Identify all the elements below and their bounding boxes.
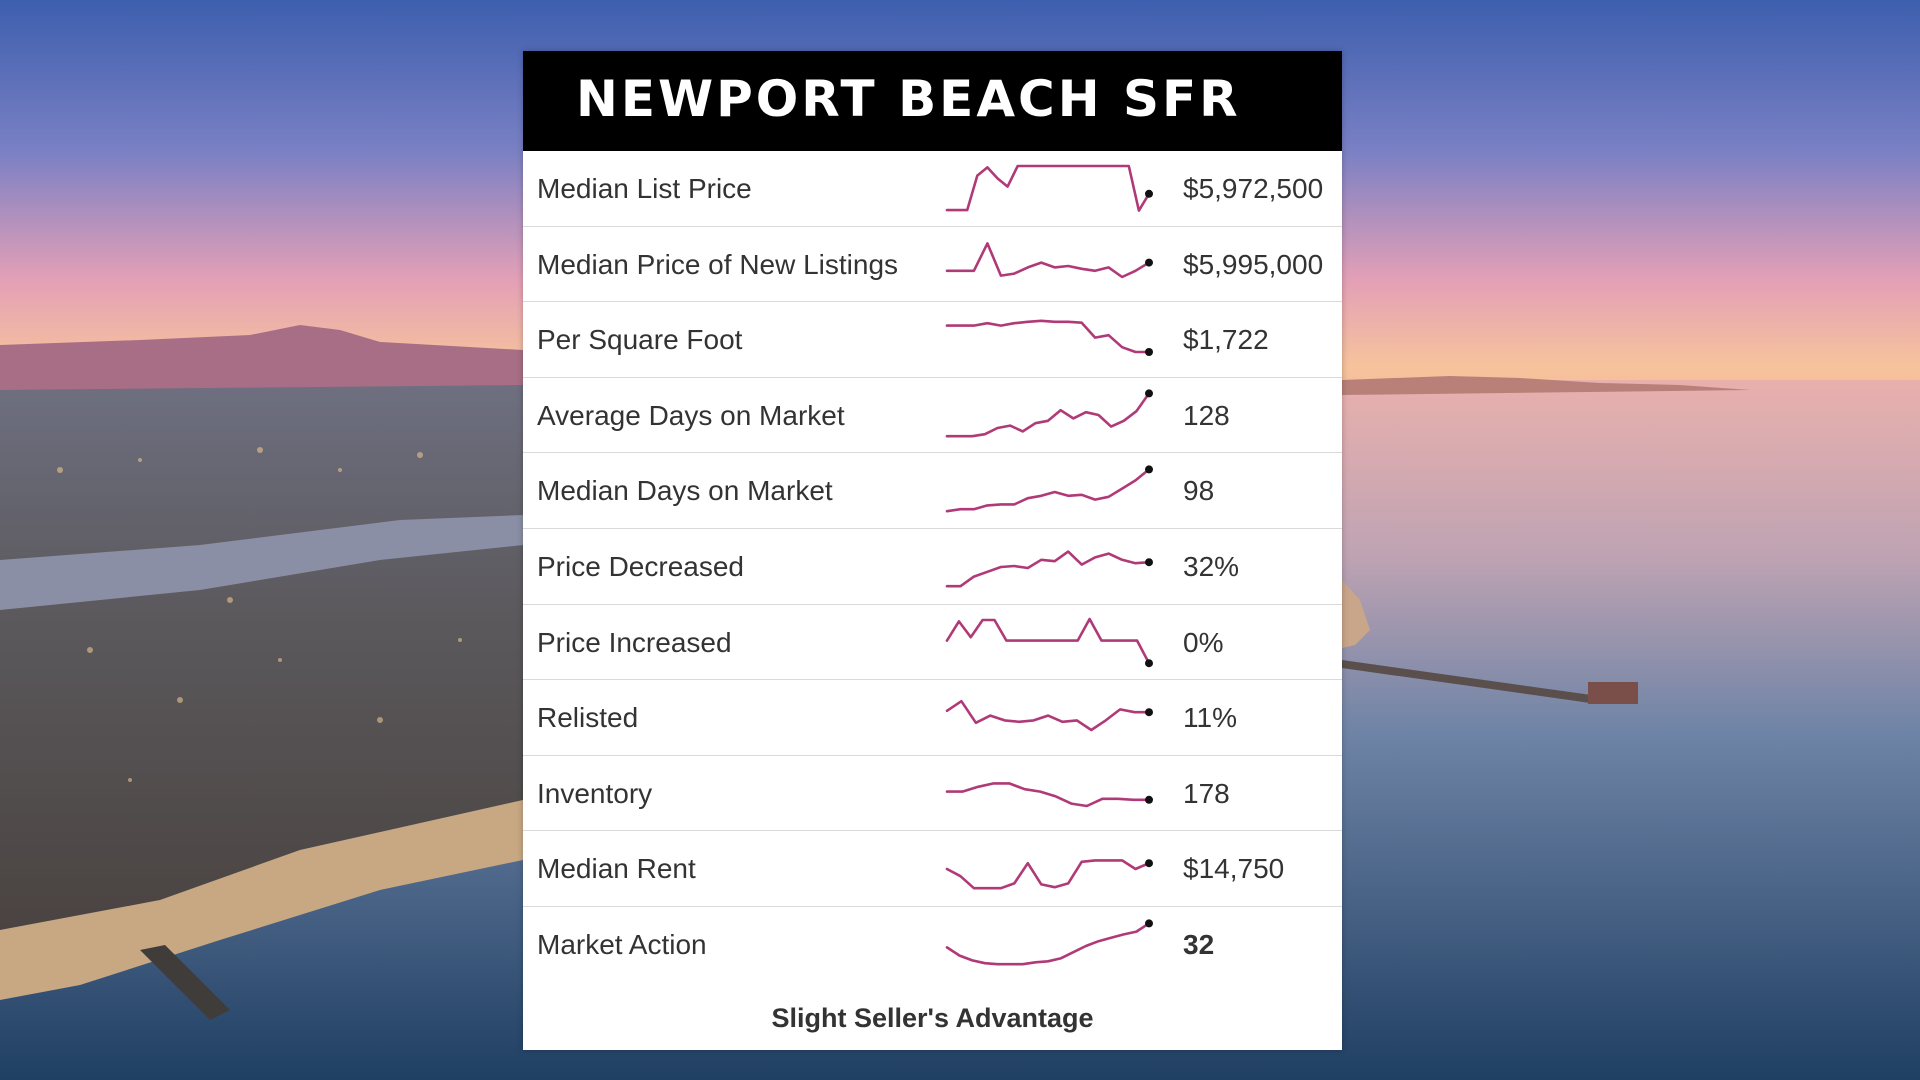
- trend-sparkline: [945, 859, 1153, 890]
- stat-label: Median Price of New Listings: [537, 248, 899, 280]
- card-title: NEWPORT BEACH SFR: [576, 70, 1241, 128]
- market-stats-card: NEWPORT BEACH SFR Median List Price $5,97…: [523, 51, 1342, 1050]
- sparkline-path: [945, 319, 1151, 354]
- stat-value: $5,972,500: [1183, 173, 1324, 204]
- stat-value: 178: [1183, 777, 1230, 809]
- sparkline-endpoint: [1145, 189, 1153, 198]
- trend-sparkline: [945, 164, 1153, 212]
- stat-value: 98: [1183, 475, 1215, 507]
- stat-label: Inventory: [537, 777, 653, 809]
- sparkline-path: [945, 550, 1151, 588]
- sparkline-path: [945, 700, 1151, 732]
- stat-value: 0%: [1183, 626, 1224, 658]
- sparkline-endpoint: [1145, 258, 1153, 267]
- stats-rows: Median List Price $5,972,500 Median Price …: [523, 151, 1342, 983]
- trend-sparkline: [945, 550, 1153, 588]
- trend-sparkline: [945, 919, 1153, 966]
- trend-sparkline: [945, 700, 1153, 732]
- sparkline-path: [945, 164, 1151, 212]
- stat-label: Price Increased: [537, 626, 732, 658]
- stat-row: Median Price of New Listings $5,995,000: [523, 227, 1342, 303]
- sparkline-endpoint: [1145, 389, 1153, 398]
- stat-row: Market Action 32: [523, 907, 1342, 983]
- trend-sparkline: [945, 241, 1153, 278]
- stat-value: 32%: [1183, 550, 1240, 582]
- stat-label: Per Square Foot: [537, 324, 743, 356]
- trend-sparkline: [945, 389, 1153, 438]
- sparkline-endpoint: [1145, 348, 1153, 357]
- sparkline-endpoint: [1145, 558, 1153, 567]
- stat-row: Median Days on Market 98: [523, 453, 1342, 529]
- market-verdict: Slight Seller's Advantage: [771, 1003, 1094, 1033]
- sparkline-path: [945, 859, 1151, 890]
- stat-value: $14,750: [1183, 853, 1285, 885]
- trend-sparkline: [945, 617, 1153, 667]
- sparkline-endpoint: [1145, 859, 1153, 868]
- stat-value: 32: [1183, 928, 1215, 960]
- card-header: NEWPORT BEACH SFR: [523, 51, 1342, 151]
- sparkline-path: [945, 241, 1151, 278]
- sparkline-path: [945, 468, 1151, 513]
- stat-label: Median Rent: [537, 853, 696, 885]
- sparkline-path: [945, 922, 1151, 966]
- stat-value: $5,995,000: [1183, 248, 1324, 280]
- sparkline-path: [945, 781, 1151, 808]
- trend-sparkline: [945, 465, 1153, 513]
- sparkline-endpoint: [1145, 919, 1153, 928]
- stat-label: Relisted: [537, 702, 639, 734]
- stat-value: 11%: [1183, 702, 1237, 734]
- stat-label: Price Decreased: [537, 550, 744, 582]
- stat-value: 128: [1183, 399, 1230, 431]
- stat-label: Median List Price: [537, 173, 752, 204]
- trend-sparkline: [945, 781, 1153, 808]
- sparkline-endpoint: [1145, 795, 1153, 804]
- stat-value: $1,722: [1183, 324, 1269, 356]
- trend-sparkline: [945, 319, 1153, 357]
- stat-row: Median Rent $14,750: [523, 831, 1342, 907]
- stat-label: Average Days on Market: [537, 399, 845, 431]
- stat-row: Price Decreased 32%: [523, 529, 1342, 605]
- stat-row: Average Days on Market 128: [523, 378, 1342, 454]
- sparkline-endpoint: [1145, 465, 1153, 474]
- stat-row: Price Increased 0%: [523, 605, 1342, 681]
- stat-row: Median List Price $5,972,500: [523, 151, 1342, 227]
- sparkline-path: [945, 617, 1151, 665]
- stat-row: Per Square Foot $1,722: [523, 302, 1342, 378]
- stat-label: Median Days on Market: [537, 475, 833, 507]
- stat-row: Inventory 178: [523, 756, 1342, 832]
- sparkline-endpoint: [1145, 708, 1153, 717]
- sparkline-endpoint: [1145, 658, 1153, 667]
- sparkline-path: [945, 391, 1151, 438]
- stat-label: Market Action: [537, 928, 707, 960]
- stat-row: Relisted 11%: [523, 680, 1342, 756]
